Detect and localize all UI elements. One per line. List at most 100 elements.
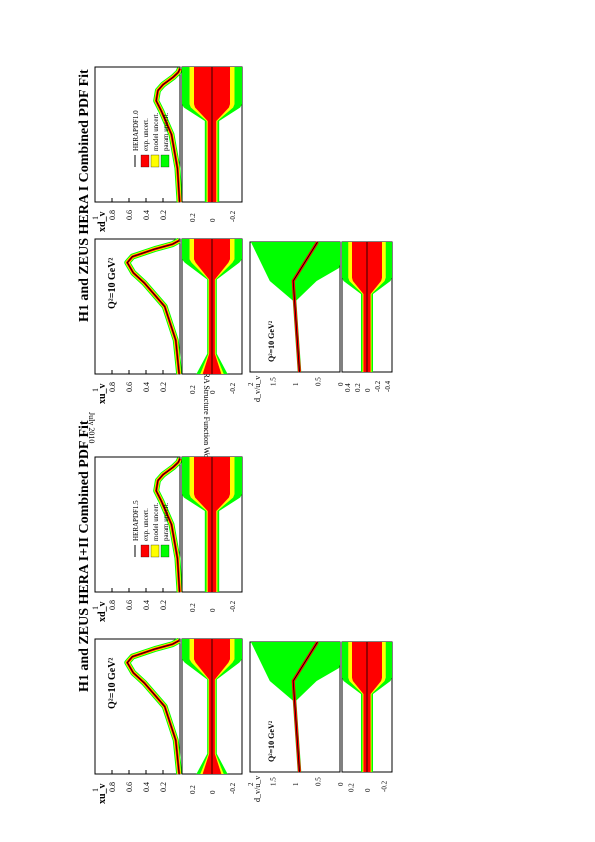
upper-dvuv-group: d_v/u_v Q²=10 GeV² 0 0.5 1 1.5 2 [247,241,345,402]
upper-uv-axes [94,238,181,375]
lower-dvuv-ratio-tick-label: -0.2 [381,780,389,792]
lower-dv-ytick-label: 0.6 [125,600,134,610]
upper-uv-band-exp [126,239,181,375]
lower-dvuv-ytick-label: 1.5 [270,777,278,786]
upper-dvuv-ratio-tick-label: -0.2 [374,380,382,392]
legend-label-exp: exp. uncert. [142,508,150,541]
upper-uv-central-line [126,240,180,375]
lower-uv-axes [94,638,181,775]
lower-dv-ratio-tick-label: 0 [209,608,217,612]
upper-dv-ratio-tick-label: 0.2 [189,213,197,222]
upper-dvuv-ytick-label: 2 [247,382,255,386]
rotated-figure: H1 and ZEUS HERA I Combined PDF Fit July… [77,66,393,804]
upper-dvuv-ytick-label: 0.5 [315,377,323,386]
upper-dv-ytick-label: 0.2 [159,210,168,220]
upper-dv-ratio-group: 0.2 0 -0.2 [181,66,243,222]
lower-dv-ytick-label: 1 [91,606,100,610]
lower-dv-group: 0.2 0.4 0.6 0.8 1xd_v HERAPDF1.5 exp. uncert. m… [91,456,183,622]
upper-dv-ylabel: xd_v [97,211,108,232]
lower-dvuv-ylabel: d_v/u_v [253,776,262,802]
lower-uv-ytick-label: 0.4 [142,782,151,792]
lower-uv-ytick-label: 0.6 [125,782,134,792]
lower-uv-ratio-tick-label: -0.2 [229,782,237,794]
upper-uv-ratio-tick-label: 0.2 [189,385,197,394]
upper-uv-ytick-label: 1 [91,388,100,392]
lower-dvuv-group: d_v/u_v Q²=10 GeV² 0 0.5 1 1.5 2 [247,641,345,802]
upper-dvuv-ratio-tick-label: -0.4 [384,380,392,392]
upper-dv-ytick-label: 0.8 [108,210,117,220]
lower-uv-ratio-group: 0.2 0 -0.2 [181,638,243,794]
upper-dv-ytick-label: 0.6 [125,210,134,220]
upper-uv-group: 0.2 0.4 0.6 0.8 1xu_v Q²=10 GeV² [91,237,183,404]
lower-dv-ratio-tick-label: 0.2 [189,603,197,612]
upper-dv-central-line [155,68,181,203]
legend-label-exp: exp. uncert. [142,118,150,151]
lower-dvuv-q2: Q²=10 GeV² [267,720,276,762]
upper-dvuv-ylabel: d_v/u_v [253,376,262,402]
lower-dvuv-ytick-label: 1 [292,782,300,786]
lower-dv-ytick-label: 0.4 [142,600,151,610]
lower-uv-ytick-label: 1 [91,788,100,792]
legend-swatch-exp [140,544,150,558]
lower-dvuv-ytick-label: 0 [337,782,345,786]
lower-uv-group: 0.2 0.4 0.6 0.8 1xu_v Q²=10 GeV² [91,637,183,804]
lower-uv-ytick-label: 0.2 [159,782,168,792]
legend-swatch-model [150,544,160,558]
legend-swatch-exp [140,154,150,168]
legend-swatch-model [150,154,160,168]
upper-dvuv-ratio-tick-label: 0 [364,388,372,392]
lower-dvuv-ratio-group: 0.2 0 -0.2 [341,641,393,792]
lower-uv-q2: Q²=10 GeV² [107,658,118,709]
upper-dvuv-q2: Q²=10 GeV² [267,320,276,362]
legend-swatch-param [160,154,170,168]
lower-uv-band-exp [126,639,181,775]
legend-label-model: model uncert. [152,502,160,541]
upper-dvuv-ytick-label: 0 [337,382,345,386]
lower-dvuv-ytick-label: 2 [247,782,255,786]
lower-uv-ylabel: xu_v [97,783,108,804]
upper-uv-ylabel: xu_v [97,383,108,404]
lower-dv-axes [94,456,181,593]
upper-uv-ratio-tick-label: -0.2 [229,382,237,394]
lower-uv-ratio-tick-label: 0 [209,790,217,794]
lower-title: H1 and ZEUS HERA I+II Combined PDF Fit [77,420,92,692]
upper-dvuv-ytick-label: 1 [292,382,300,386]
lower-dv-ratio-group: 0.2 0 -0.2 [181,456,243,612]
lower-uv-band-param [124,637,183,775]
upper-uv-ratio-group: 0.2 0 -0.2 [181,238,243,394]
upper-dvuv-ytick-label: 1.5 [270,377,278,386]
upper-credit-group: HERA Structure Function Working Group [202,362,211,497]
upper-uv-ytick-label: 0.4 [142,382,151,392]
upper-dv-ytick-label: 1 [91,216,100,220]
lower-dv-ratio-tick-label: -0.2 [229,600,237,612]
lower-uv-central-line [126,640,180,775]
lower-dv-ytick-label: 0.2 [159,600,168,610]
upper-dvuv-central-line [292,241,318,373]
upper-dv-ratio-tick-label: 0 [209,218,217,222]
upper-dv-ytick-label: 0.4 [142,210,151,220]
lower-uv-ytick-label: 0.8 [108,782,117,792]
legend-label-param: param uncert. [162,112,170,151]
upper-uv-band-model [125,238,182,375]
upper-dv-group: 0.2 0.4 0.6 0.8 1xd_v HERAPDF1.0 exp. uncert. m… [91,66,183,232]
upper-dv-axes [94,66,181,203]
upper-uv-ytick-label: 0.2 [159,382,168,392]
upper-uv-q2: Q²=10 GeV² [107,258,118,309]
upper-uv-ratio-tick-label: 0 [209,390,217,394]
upper-dvuv-ratio-tick-label: 0.4 [344,383,352,392]
upper-credit-date: July 2010 [87,412,96,443]
upper-dvuv-ratio-tick-label: 0.2 [354,383,362,392]
upper-uv-ytick-label: 0.8 [108,382,117,392]
lower-uv-ratio-tick-label: 0.2 [189,785,197,794]
legend-label-param: param uncert. [162,502,170,541]
upper-dv-ratio-tick-label: -0.2 [229,210,237,222]
legend-fit-label: HERAPDF1.0 [132,110,140,151]
legend-label-model: model uncert. [152,112,160,151]
lower-dv-central-line [155,458,181,593]
lower-dvuv-ratio-tick-label: 0.2 [347,783,355,792]
lower-uv-band-model [125,638,182,775]
lower-dv-ylabel: xd_v [97,601,108,622]
legend-fit-label: HERAPDF1.5 [132,500,140,541]
legend-swatch-param [160,544,170,558]
